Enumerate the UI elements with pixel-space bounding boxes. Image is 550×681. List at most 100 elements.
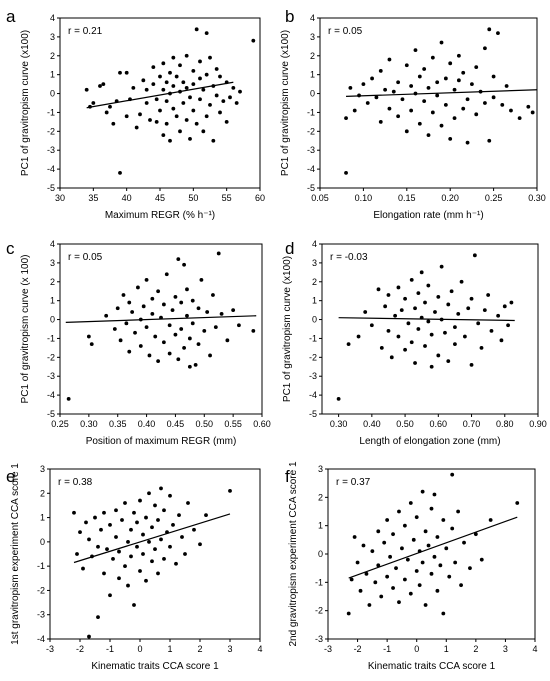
panel-b-y-axis-label: PC1 of gravitropism curve (x100) [280,30,291,176]
panel-c-data-point [136,285,140,290]
panel-e-data-point [102,571,106,576]
panel-b-r-annotation: r = 0.05 [328,26,363,37]
panel-e-data-point [168,544,172,549]
panel-f-data-point [391,586,395,590]
panel-d-y-tick-label: -4 [309,390,317,400]
panel-b-data-point [404,129,409,134]
panel-b-data-point [435,93,440,98]
panel-a-y-tick-label: 2 [50,51,55,61]
panel-d-x-tick-label: 0.80 [496,419,514,429]
panel-d-data-point [413,306,417,311]
panel-f-data-point [444,546,449,551]
panel-f-data-point [468,566,472,571]
panel-d-data-point [496,313,501,318]
panel-f-x-tick-label: -2 [354,644,362,654]
panel-f-data-point [441,518,446,522]
panel-d-data-point [472,253,477,258]
panel-b-data-point [517,116,522,121]
panel-a-data-point [228,95,232,100]
panel-d-data-point [356,334,361,339]
panel-c-data-point [231,308,236,313]
panel-f-data-point [420,489,425,494]
panel-f-data-point [388,554,392,559]
panel-a-x-tick-label: 60 [255,193,265,203]
panel-a-data-point [224,119,229,124]
panel-c-data-point [130,310,135,314]
panel-e-y-tick-label: 2 [40,488,45,498]
panel-f-data-point [417,583,422,588]
panel-a-data-point [178,63,182,68]
panel-e-data-point [135,544,139,549]
panel-a-data-point [168,138,172,143]
panel-b-data-point [470,82,474,87]
panel-b-x-tick-label: 0.05 [311,193,329,203]
panel-d-data-point [429,332,434,337]
panel-b-data-point [474,65,479,70]
panel-b-data-point [417,121,422,126]
panel-b-data-point [365,101,370,105]
panel-f-data-point [438,563,443,568]
panel-f-data-point [453,560,458,565]
panel-b-y-tick-label: -3 [307,145,315,155]
panel-d-data-point [393,313,398,318]
panel-f-data-point [420,560,425,565]
panel-f-data-point [397,600,401,605]
panel-e-data-point [150,559,154,564]
panel-d-data-point [409,340,414,345]
panel-e-x-tick-label: 1 [167,644,172,654]
panel-d-data-point [436,294,441,299]
panel-b-data-point [483,46,487,51]
panel-b-data-point [396,114,401,119]
panel-b-data-point [422,67,427,71]
panel-d-data-point [423,344,427,348]
panel-c-data-point [147,353,152,358]
panel-b-y-tick-label: 1 [310,70,315,80]
panel-a-y-tick-label: -4 [47,164,55,174]
panel-d-data-point [346,342,351,347]
panel-a-x-tick-label: 50 [188,193,198,203]
panel-e-data-point [117,549,121,554]
panel-d-data-point [419,315,424,320]
panel-b-data-point [409,84,414,88]
panel-b-data-point [448,61,453,66]
panel-a-x-tick-label: 55 [222,193,232,203]
panel-e-x-tick-label: 3 [227,644,232,654]
panel-d-data-point [459,279,464,284]
panel-b-data-point [530,110,535,115]
panel-c-data-point [164,272,169,277]
panel-a-data-point [154,119,159,124]
panel-a-y-tick-label: 3 [50,32,55,42]
panel-d-data-point [433,310,437,314]
panel-d-data-point [486,293,491,297]
panel-f-data-point [447,574,452,579]
panel-a-data-point [168,70,172,75]
panel-a-data-point [101,82,106,87]
panel-d-data-point [466,306,471,311]
panel-c-x-tick-label: 0.55 [224,419,242,429]
panel-f-data-point [432,554,437,559]
panel-e-data-point [177,513,181,518]
panel-d-data-point [376,287,381,292]
panel-c-data-point [115,306,120,311]
panel-a-x-tick-label: 30 [55,193,65,203]
panel-e-data-point [129,527,133,532]
panel-d-data-point [413,361,417,365]
panel-e-x-tick-label: -2 [76,644,84,654]
panel-c-data-point [104,313,109,318]
panel-b-x-tick-label: 0.25 [485,193,503,203]
panel-c-data-point [208,353,212,358]
panel-c-plot-frame [59,243,263,415]
panel-a-data-point [144,87,149,92]
panel-e-data-point [153,503,157,508]
panel-c-data-point [124,321,129,326]
panel-e-data-point [141,532,145,537]
panel-a-data-point [188,95,192,100]
panel-d-y-tick-label: -1 [309,333,317,343]
panel-b-data-point [417,74,422,79]
panel-f-x-tick-label: -1 [383,644,391,654]
panel-f-data-point [426,543,431,548]
panel-d-data-point [396,285,401,290]
panel-e-data-point [144,578,148,583]
panel-a-data-point [184,118,189,122]
